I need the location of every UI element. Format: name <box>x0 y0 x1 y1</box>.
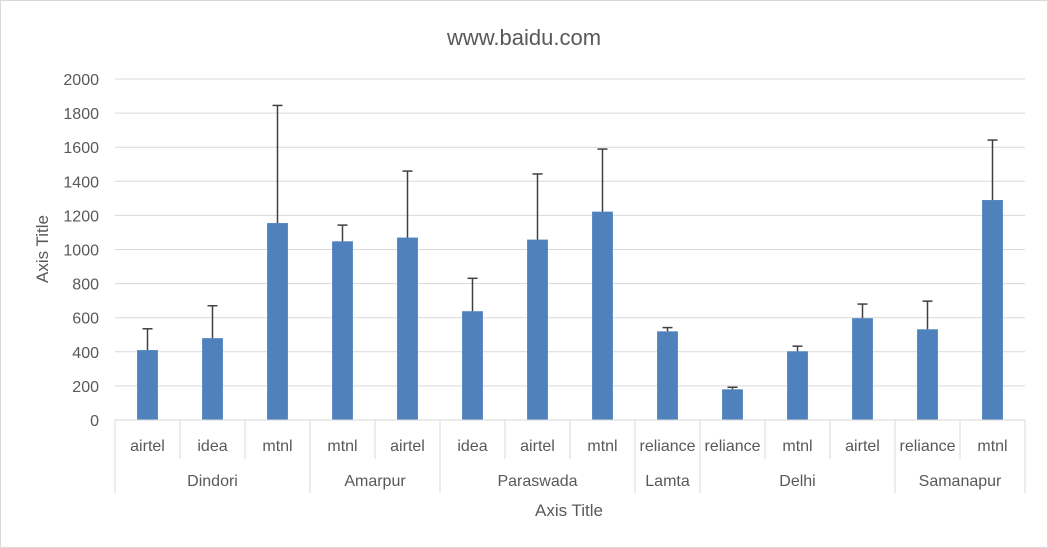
bar <box>332 241 353 420</box>
y-tick-label: 200 <box>72 379 99 396</box>
group-label: Samanapur <box>919 473 1002 490</box>
y-axis-title: Axis Title <box>33 215 52 283</box>
bar <box>592 211 613 420</box>
y-tick-label: 1600 <box>63 140 99 157</box>
bar <box>982 200 1003 420</box>
group-label: Paraswada <box>497 473 577 490</box>
gridlines <box>115 78 1025 421</box>
category-label: airtel <box>130 438 165 455</box>
group-label: Delhi <box>779 473 815 490</box>
error-bars <box>142 104 998 390</box>
category-label: reliance <box>639 438 695 455</box>
y-tick-label: 1000 <box>63 243 99 260</box>
y-tick-label: 1800 <box>63 106 99 123</box>
category-label: airtel <box>390 438 425 455</box>
category-label: mtnl <box>587 438 617 455</box>
bar <box>527 239 548 420</box>
bar <box>462 311 483 420</box>
category-label: mtnl <box>977 438 1007 455</box>
y-tick-label: 1400 <box>63 174 99 191</box>
y-tick-label: 1200 <box>63 208 99 225</box>
category-label: idea <box>197 438 227 455</box>
category-label: mtnl <box>262 438 292 455</box>
y-tick-label: 2000 <box>63 72 99 89</box>
group-label: Dindori <box>187 473 238 490</box>
bar <box>657 331 678 420</box>
bar <box>267 223 288 420</box>
bar <box>397 237 418 420</box>
y-tick-label: 800 <box>72 277 99 294</box>
group-label: Amarpur <box>344 473 406 490</box>
category-label: idea <box>457 438 487 455</box>
bar <box>202 338 223 420</box>
bar <box>917 329 938 420</box>
bar <box>722 389 743 420</box>
category-label: mtnl <box>782 438 812 455</box>
category-label: airtel <box>845 438 880 455</box>
chart-title: www.baidu.com <box>446 25 601 50</box>
group-label: Lamta <box>645 473 690 490</box>
y-tick-label: 600 <box>72 311 99 328</box>
bars <box>137 200 1003 420</box>
category-label: airtel <box>520 438 555 455</box>
y-tick-label: 0 <box>90 413 99 430</box>
bar <box>852 318 873 420</box>
category-label: mtnl <box>327 438 357 455</box>
category-label: reliance <box>704 438 760 455</box>
y-axis-ticks: 0 200 400 600 800 1000 1200 1400 1600 1800 2000 <box>63 72 99 430</box>
x-axis-title: Axis Title <box>535 501 603 520</box>
x-axis: airtel idea mtnl Dindori mtnl airtel Amarpur id… <box>114 419 1026 493</box>
bar <box>787 351 808 420</box>
bar <box>137 350 158 420</box>
y-tick-label: 400 <box>72 345 99 362</box>
category-label: reliance <box>899 438 955 455</box>
